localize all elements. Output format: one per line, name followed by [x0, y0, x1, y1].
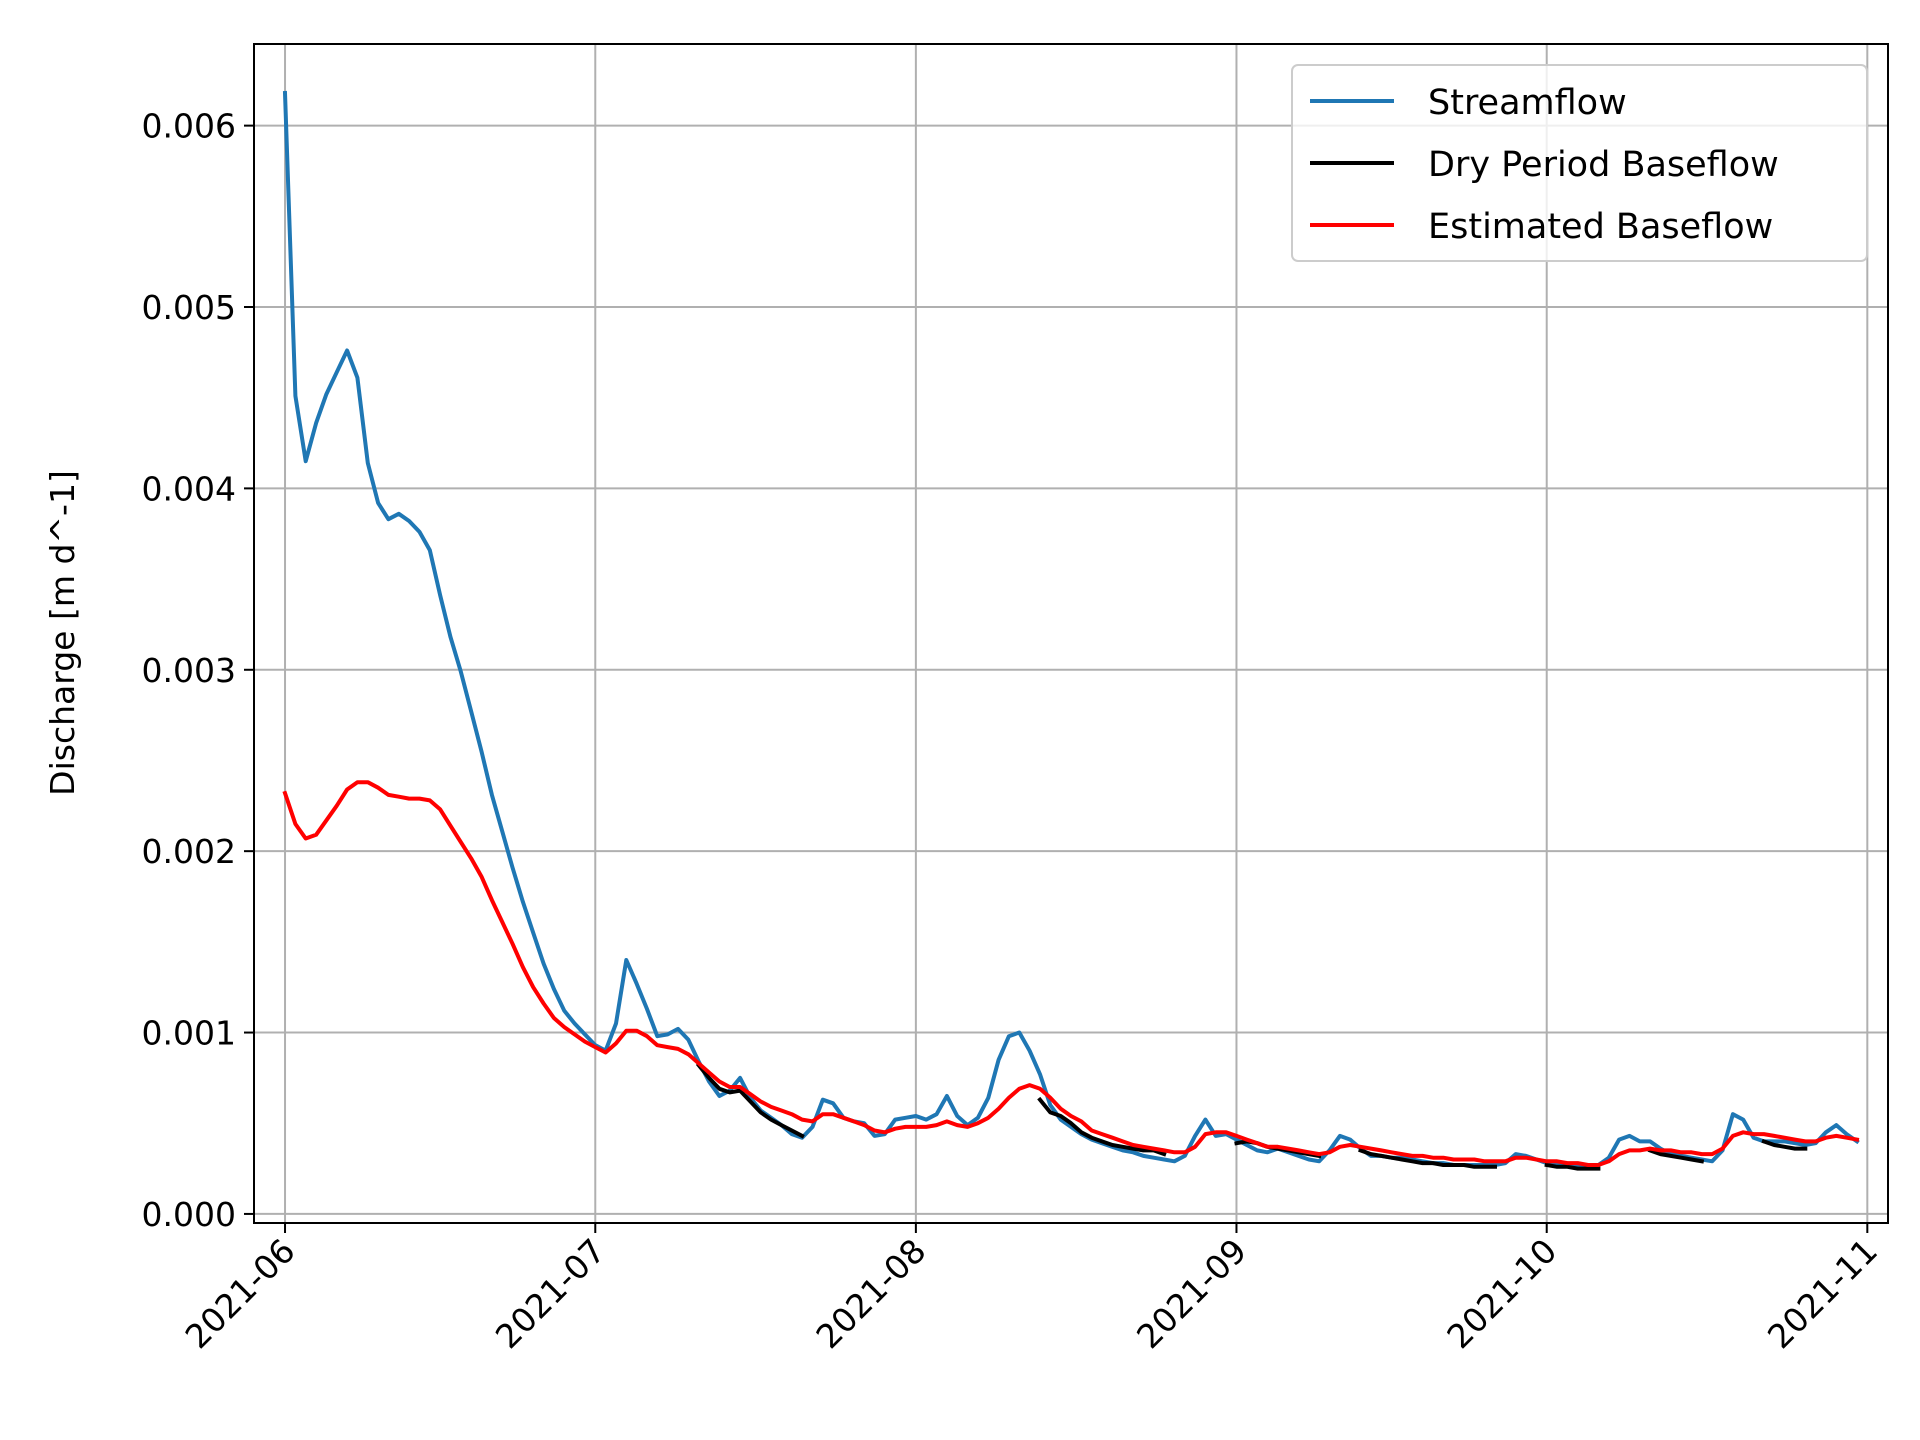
- y-tick-label: 0.001: [142, 1014, 236, 1053]
- y-tick-label: 0.005: [142, 288, 236, 327]
- dry-period-baseflow-line: [1358, 1147, 1497, 1169]
- dry-period-baseflow-line: [1647, 1147, 1705, 1164]
- plot-frame: [253, 43, 1889, 1224]
- dry-period-baseflow-line: [1761, 1138, 1808, 1151]
- y-tick-label: 0.004: [142, 469, 236, 508]
- legend-box: [1291, 64, 1868, 262]
- series-lines: [282, 90, 1860, 1171]
- y-tick-label: 0.003: [142, 651, 236, 690]
- y-tick-label: 0.000: [142, 1195, 236, 1234]
- dry-period-baseflow-line: [1037, 1096, 1167, 1157]
- legend: Streamflow Dry Period Baseflow Estimated B…: [1291, 64, 1868, 262]
- estimated-baseflow-line: [282, 780, 1860, 1167]
- dry-period-baseflow-line: [695, 1062, 805, 1139]
- estimated-baseflow-legend-label: Estimated Baseflow: [1428, 207, 1773, 247]
- grid-lines: [254, 44, 1888, 1223]
- dry-period-baseflow-line: [1544, 1162, 1601, 1171]
- dry-period-baseflow-legend-label: Dry Period Baseflow: [1428, 145, 1779, 185]
- y-tick-label: 0.002: [142, 832, 236, 871]
- y-axis-title: Discharge [m d^-1]: [43, 470, 82, 796]
- y-axis: 0.000 0.001 0.002 0.003 0.004 0.005 0.006: [142, 107, 254, 1234]
- y-tick-label: 0.006: [142, 107, 236, 146]
- streamflow-legend-label: Streamflow: [1428, 83, 1627, 123]
